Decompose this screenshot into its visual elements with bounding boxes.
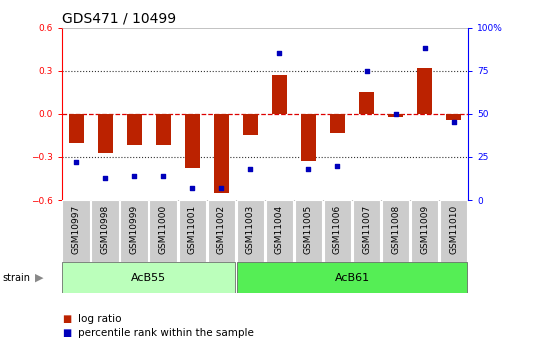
Text: GSM11000: GSM11000: [159, 205, 168, 254]
Bar: [62, 262, 235, 293]
Text: AcB61: AcB61: [335, 273, 370, 283]
Text: GSM11001: GSM11001: [188, 205, 197, 254]
Point: [420, 46, 429, 51]
Bar: [91, 200, 119, 262]
Bar: [417, 68, 432, 114]
Point: [188, 185, 197, 191]
Point: [101, 175, 110, 180]
Bar: [127, 114, 141, 146]
Point: [275, 51, 284, 56]
Text: GSM11003: GSM11003: [246, 205, 255, 254]
Point: [362, 68, 371, 73]
Text: GSM10997: GSM10997: [72, 205, 81, 254]
Bar: [237, 262, 468, 293]
Bar: [69, 114, 83, 142]
Bar: [330, 114, 345, 132]
Bar: [121, 200, 148, 262]
Bar: [410, 200, 438, 262]
Bar: [150, 200, 178, 262]
Text: GSM11006: GSM11006: [333, 205, 342, 254]
Point: [130, 173, 139, 179]
Text: GSM10999: GSM10999: [130, 205, 139, 254]
Bar: [301, 114, 316, 161]
Bar: [237, 200, 264, 262]
Text: ■: ■: [62, 314, 71, 324]
Text: ■: ■: [62, 328, 71, 338]
Bar: [98, 114, 112, 152]
Bar: [179, 200, 207, 262]
Point: [246, 166, 255, 172]
Text: AcB55: AcB55: [131, 273, 166, 283]
Point: [449, 120, 458, 125]
Text: GSM11002: GSM11002: [217, 205, 226, 254]
Text: GDS471 / 10499: GDS471 / 10499: [62, 11, 176, 25]
Point: [391, 111, 400, 117]
Point: [304, 166, 313, 172]
Text: GSM11007: GSM11007: [362, 205, 371, 254]
Text: ▶: ▶: [35, 273, 44, 283]
Text: GSM10998: GSM10998: [101, 205, 110, 254]
Bar: [447, 114, 461, 120]
Bar: [208, 200, 235, 262]
Bar: [272, 75, 287, 114]
Text: GSM11008: GSM11008: [391, 205, 400, 254]
Bar: [266, 200, 293, 262]
Bar: [156, 114, 171, 146]
Bar: [323, 200, 351, 262]
Bar: [214, 114, 229, 193]
Bar: [440, 200, 468, 262]
Text: GSM11005: GSM11005: [304, 205, 313, 254]
Point: [72, 159, 81, 165]
Point: [333, 163, 342, 168]
Text: percentile rank within the sample: percentile rank within the sample: [78, 328, 254, 338]
Bar: [359, 92, 374, 114]
Point: [159, 173, 168, 179]
Bar: [243, 114, 258, 136]
Text: GSM11004: GSM11004: [275, 205, 284, 254]
Text: strain: strain: [3, 273, 31, 283]
Bar: [295, 200, 322, 262]
Text: GSM11010: GSM11010: [449, 205, 458, 254]
Bar: [352, 200, 380, 262]
Text: log ratio: log ratio: [78, 314, 122, 324]
Bar: [62, 200, 90, 262]
Bar: [388, 114, 403, 117]
Bar: [185, 114, 200, 168]
Bar: [381, 200, 409, 262]
Text: GSM11009: GSM11009: [420, 205, 429, 254]
Point: [217, 185, 226, 191]
